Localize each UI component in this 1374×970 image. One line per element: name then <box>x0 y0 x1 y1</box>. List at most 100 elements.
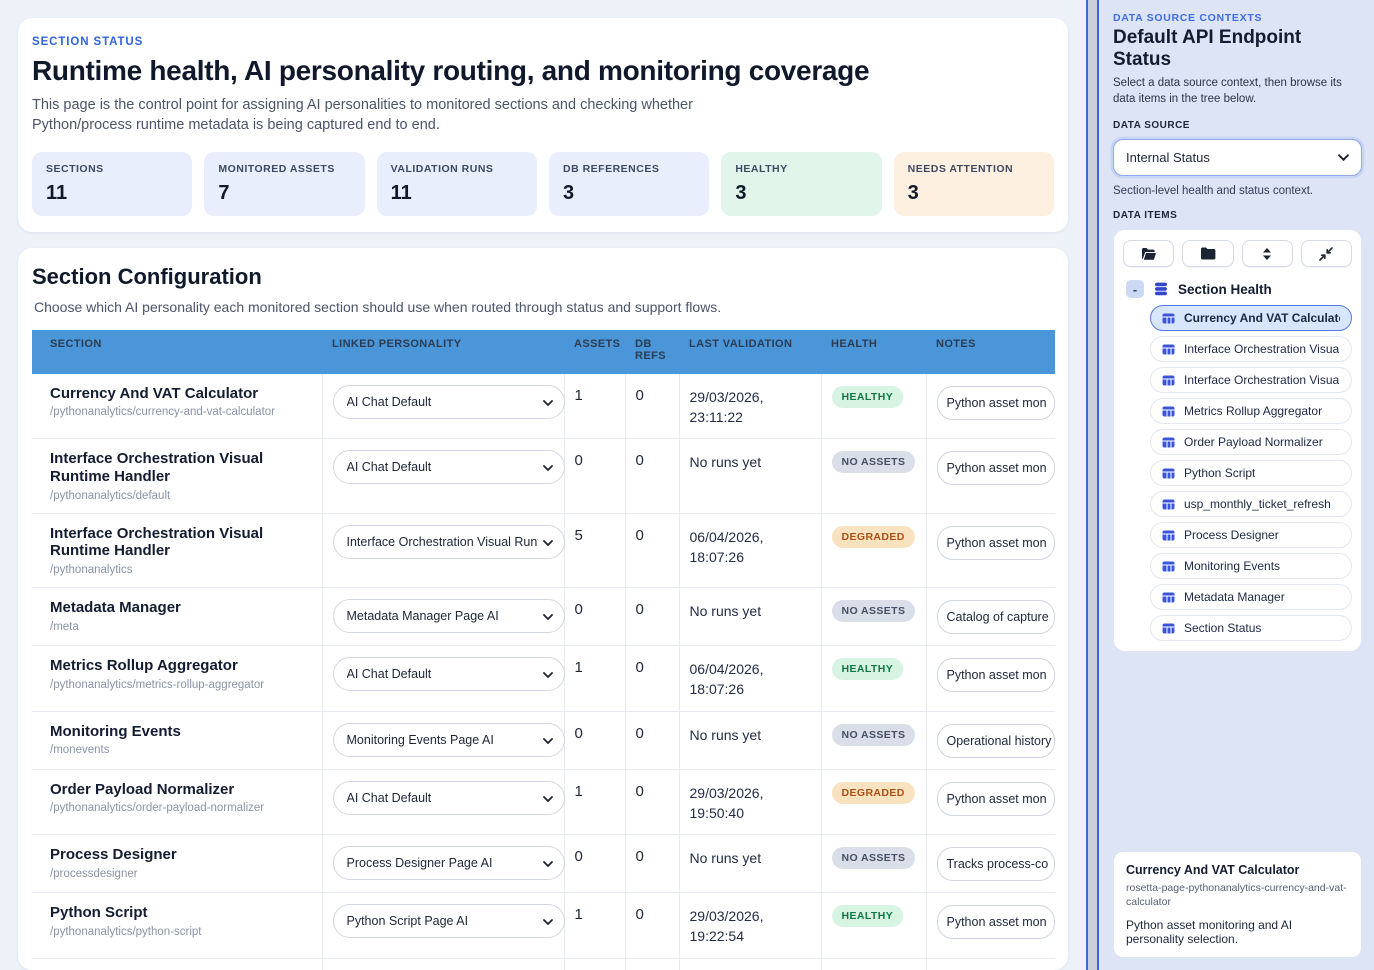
config-subtitle: Choose which AI personality each monitor… <box>34 299 1054 315</box>
tree-items: Currency And VAT Calculator Interface Or… <box>1123 305 1352 641</box>
last-validation-value: No runs yet <box>679 439 821 513</box>
collapse-panel-button[interactable] <box>1301 240 1352 267</box>
db-refs-value: 0 <box>625 769 679 835</box>
tree-item-label: Currency And VAT Calculator <box>1184 311 1340 325</box>
tree-item[interactable]: Order Payload Normalizer <box>1150 429 1352 455</box>
section-name: Interface Orchestration Visual Runtime H… <box>50 525 312 560</box>
stat-label: NEEDS ATTENTION <box>908 163 1040 175</box>
column-header: DB REFS <box>625 330 679 374</box>
tree-item-label: Python Script <box>1184 466 1255 480</box>
stat-label: MONITORED ASSETS <box>218 163 350 175</box>
tree-item-label: usp_monthly_ticket_refresh <box>1184 497 1331 511</box>
tree-root-row: - Section Health <box>1126 280 1352 298</box>
assets-value: 0 <box>564 587 625 645</box>
health-badge: NO ASSETS <box>832 600 916 622</box>
section-config-table: SECTIONLINKED PERSONALITYASSETSDB REFSLA… <box>32 330 1055 970</box>
note-button[interactable]: Python asset mon <box>937 526 1055 560</box>
note-button[interactable]: Tracks process-co <box>937 847 1055 881</box>
tree-item[interactable]: Metrics Rollup Aggregator <box>1150 398 1352 424</box>
collapse-folder-button[interactable] <box>1182 240 1233 267</box>
last-validation-value: No runs yet <box>679 958 821 970</box>
stat-value: 3 <box>908 182 1040 205</box>
personality-select[interactable]: AI Chat Default <box>333 450 565 484</box>
health-badge: DEGRADED <box>832 526 915 548</box>
info-description: Python asset monitoring and AI personali… <box>1126 918 1349 946</box>
personality-select[interactable]: AI Chat Default <box>333 657 565 691</box>
stat-label: DB REFERENCES <box>563 163 695 175</box>
personality-select[interactable]: Monitoring Events Page AI <box>333 723 565 757</box>
table-row: Order Payload Normalizer /pythonanalytic… <box>32 769 1055 835</box>
last-validation-value: No runs yet <box>679 587 821 645</box>
table-row: Python Script /pythonanalytics/python-sc… <box>32 893 1055 959</box>
personality-select[interactable]: AI Chat Default <box>333 385 565 419</box>
sidebar-description: Select a data source context, then brows… <box>1113 75 1362 107</box>
assets-value: 0 <box>564 958 625 970</box>
note-button[interactable]: Operational history <box>937 724 1055 758</box>
status-header-card: SECTION STATUS Runtime health, AI person… <box>18 18 1068 232</box>
data-source-sidebar: DATA SOURCE CONTEXTS Default API Endpoin… <box>1099 0 1374 970</box>
note-button[interactable]: Python asset mon <box>937 782 1055 816</box>
note-button[interactable]: Python asset mon <box>937 451 1055 485</box>
table-body: Currency And VAT Calculator /pythonanaly… <box>32 374 1055 970</box>
table-grid-icon <box>1162 344 1175 355</box>
personality-select-label: AI Chat Default <box>347 395 538 409</box>
db-refs-value: 0 <box>625 374 679 439</box>
section-status-eyebrow: SECTION STATUS <box>32 36 1054 48</box>
panel-resize-handle[interactable] <box>1086 0 1099 970</box>
personality-select[interactable]: Interface Orchestration Visual Runtime H… <box>333 525 565 559</box>
expand-all-button[interactable] <box>1123 240 1174 267</box>
column-header: NOTES <box>926 330 1055 374</box>
tree-root-label: Section Health <box>1178 282 1272 297</box>
stat-card: HEALTHY 3 <box>721 152 881 216</box>
collapse-arrows-icon <box>1319 247 1333 261</box>
column-header: HEALTH <box>821 330 926 374</box>
data-source-select[interactable]: Internal Status <box>1113 139 1362 176</box>
chevron-down-icon <box>543 672 553 678</box>
table-row: Interface Orchestration Visual Runtime H… <box>32 513 1055 587</box>
note-button[interactable]: Python asset mon <box>937 905 1055 939</box>
section-path: /pythonanalytics <box>50 564 312 576</box>
stat-card: MONITORED ASSETS 7 <box>204 152 364 216</box>
section-path: /monevents <box>50 744 312 756</box>
personality-select-label: Monitoring Events Page AI <box>347 733 538 747</box>
section-name: Monitoring Events <box>50 723 312 741</box>
note-button[interactable]: Python asset mon <box>937 386 1055 420</box>
tree-collapse-button[interactable]: - <box>1126 280 1144 298</box>
tree-item[interactable]: Python Script <box>1150 460 1352 486</box>
tree-item[interactable]: Interface Orchestration Visual ... <box>1150 367 1352 393</box>
personality-select[interactable]: Process Designer Page AI <box>333 846 565 880</box>
note-button[interactable]: Python asset mon <box>937 658 1055 692</box>
section-name: Metadata Manager <box>50 599 312 617</box>
table-grid-icon <box>1162 468 1175 479</box>
health-badge: NO ASSETS <box>832 724 916 746</box>
health-badge: NO ASSETS <box>832 451 916 473</box>
section-name: Metrics Rollup Aggregator <box>50 657 312 675</box>
tree-item[interactable]: Interface Orchestration Visual ... <box>1150 336 1352 362</box>
note-button[interactable]: Catalog of capture <box>937 600 1055 634</box>
tree-item-label: Order Payload Normalizer <box>1184 435 1323 449</box>
personality-select[interactable]: Metadata Manager Page AI <box>333 599 565 633</box>
table-grid-icon <box>1162 499 1175 510</box>
tree-item[interactable]: usp_monthly_ticket_refresh <box>1150 491 1352 517</box>
tree-item[interactable]: Metadata Manager <box>1150 584 1352 610</box>
tree-item[interactable]: Section Status <box>1150 615 1352 641</box>
db-refs-value: 0 <box>625 645 679 711</box>
page-title: Runtime health, AI personality routing, … <box>32 55 1054 87</box>
personality-select[interactable]: AI Chat Default <box>333 781 565 815</box>
assets-value: 1 <box>564 769 625 835</box>
tree-item[interactable]: Monitoring Events <box>1150 553 1352 579</box>
table-grid-icon <box>1162 437 1175 448</box>
health-badge: HEALTHY <box>832 905 904 927</box>
info-id: rosetta-page-pythonanalytics-currency-an… <box>1126 881 1349 909</box>
chevron-down-icon <box>543 540 553 546</box>
stat-value: 11 <box>391 182 523 205</box>
sort-button[interactable] <box>1242 240 1293 267</box>
selection-info-card: Currency And VAT Calculator rosetta-page… <box>1113 851 1362 958</box>
tree-item[interactable]: Process Designer <box>1150 522 1352 548</box>
tree-item[interactable]: Currency And VAT Calculator <box>1150 305 1352 331</box>
section-path: /pythonanalytics/python-script <box>50 926 312 938</box>
health-badge: HEALTHY <box>832 658 904 680</box>
table-row: Metadata Manager /meta Metadata Manager … <box>32 587 1055 645</box>
personality-select[interactable]: Python Script Page AI <box>333 904 565 938</box>
assets-value: 0 <box>564 439 625 513</box>
